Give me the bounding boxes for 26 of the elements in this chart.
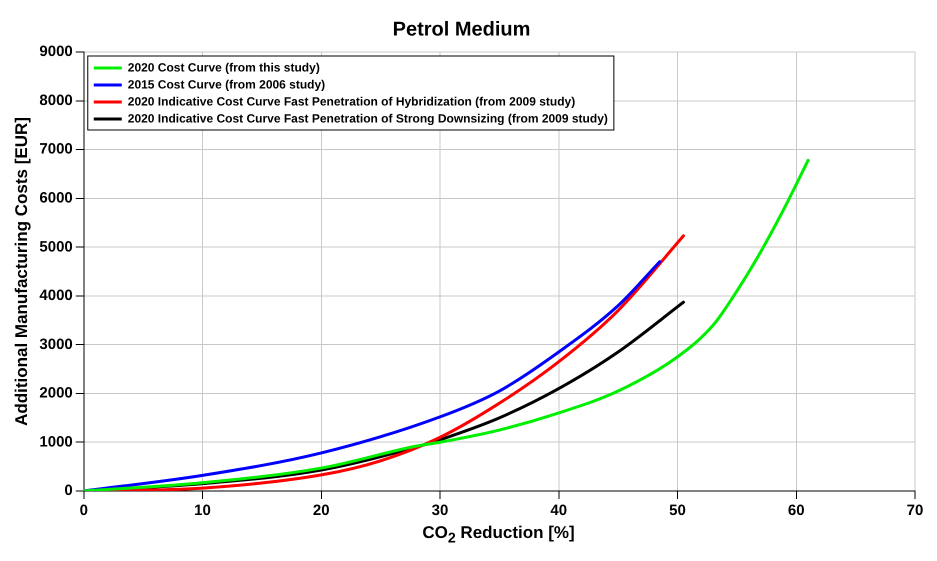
x-tick-label: 0 <box>80 502 88 520</box>
y-tick-label: 5000 <box>39 238 73 256</box>
line-series <box>84 158 810 491</box>
x-tick-label: 30 <box>432 502 448 520</box>
x-tick-label: 60 <box>788 502 805 520</box>
y-tick-label: 6000 <box>39 189 73 206</box>
x-tick-label: 40 <box>550 502 568 520</box>
y-tick-label: 0 <box>64 482 73 500</box>
legend-label: 2015 Cost Curve (from 2006 study) <box>128 77 326 92</box>
y-tick-label: 9000 <box>39 43 73 60</box>
legend-label: 2020 Indicative Cost Curve Fast Penetration of Hybridization (from 2009 study) <box>128 94 576 108</box>
y-axis-title: Additional Manufacturing Costs [EUR] <box>12 117 31 426</box>
x-tick-label: 50 <box>669 502 686 520</box>
chart-title: Petrol Medium <box>392 18 530 41</box>
x-tick-label: 10 <box>194 502 211 520</box>
legend-label: 2020 Cost Curve (from this study) <box>128 60 320 74</box>
y-tick-label: 4000 <box>39 287 73 304</box>
y-tick-label: 7000 <box>39 140 73 158</box>
x-axis-title: CO$_{2}$ Reduction [%] <box>421 523 576 546</box>
y-tick-label: 8000 <box>39 92 73 109</box>
y-tick-label: 3000 <box>39 336 73 353</box>
y-tick-label: 1000 <box>39 433 73 450</box>
x-tick-label: 20 <box>312 502 330 520</box>
y-tick-label: 2000 <box>39 384 73 402</box>
legend-label: 2020 Indicative Cost Curve Fast Penetration of Strong Downsizing (from 2009 study) <box>128 111 608 126</box>
x-tick-label: 70 <box>906 502 924 520</box>
